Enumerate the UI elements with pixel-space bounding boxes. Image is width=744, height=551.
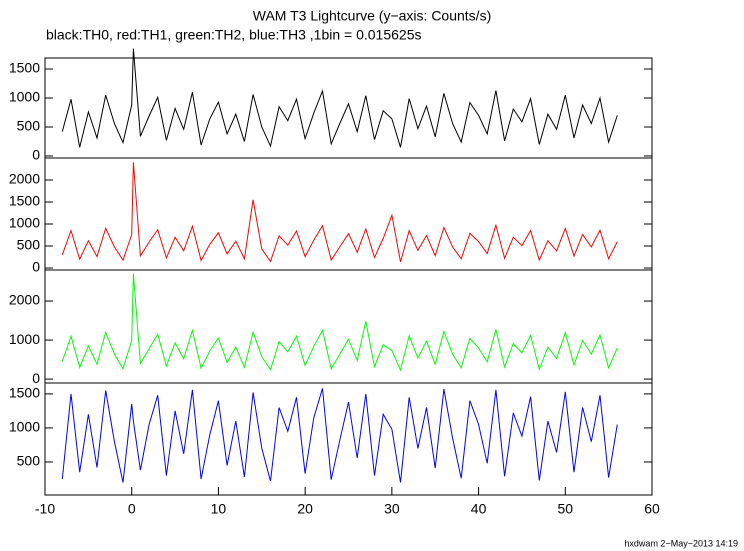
- y-tick-label: 0: [32, 147, 40, 163]
- y-tick-label: 0: [32, 370, 40, 386]
- y-tick-label: 1000: [9, 215, 40, 231]
- panel-frame: [44, 157, 653, 271]
- y-tick-label: 500: [17, 453, 41, 469]
- panel-frame: [44, 382, 653, 496]
- y-tick-label: 2000: [9, 292, 40, 308]
- x-tick-label: 0: [128, 501, 136, 517]
- panel-frame: [44, 57, 653, 159]
- y-tick-label: 500: [17, 237, 41, 253]
- y-tick-label: 1000: [9, 331, 40, 347]
- y-tick-label: 1500: [9, 60, 40, 76]
- panel-frame: [44, 269, 653, 384]
- x-tick-label: 30: [384, 501, 400, 517]
- x-tick-label: 60: [644, 501, 660, 517]
- light-curve: [61, 162, 618, 263]
- light-curve: [61, 273, 618, 372]
- y-tick-label: 0: [32, 259, 40, 275]
- chart-subtitle: black:TH0, red:TH1, green:TH2, blue:TH3 …: [46, 27, 421, 43]
- x-tick-label: 40: [471, 501, 487, 517]
- y-tick-label: 500: [17, 118, 41, 134]
- y-tick-label: 1500: [9, 385, 40, 401]
- light-curve: [61, 48, 618, 148]
- x-tick-label: -10: [35, 501, 55, 517]
- x-tick-label: 20: [297, 501, 313, 517]
- light-curve: [61, 388, 618, 483]
- footer: hxdwam 2−May−2013 14:19: [624, 538, 738, 548]
- chart-title: WAM T3 Lightcurve (y−axis: Counts/s): [253, 8, 491, 24]
- y-tick-label: 1000: [9, 89, 40, 105]
- y-tick-label: 1500: [9, 193, 40, 209]
- y-tick-label: 2000: [9, 171, 40, 187]
- x-tick-label: 10: [211, 501, 227, 517]
- x-tick-label: 50: [557, 501, 573, 517]
- y-tick-label: 1000: [9, 419, 40, 435]
